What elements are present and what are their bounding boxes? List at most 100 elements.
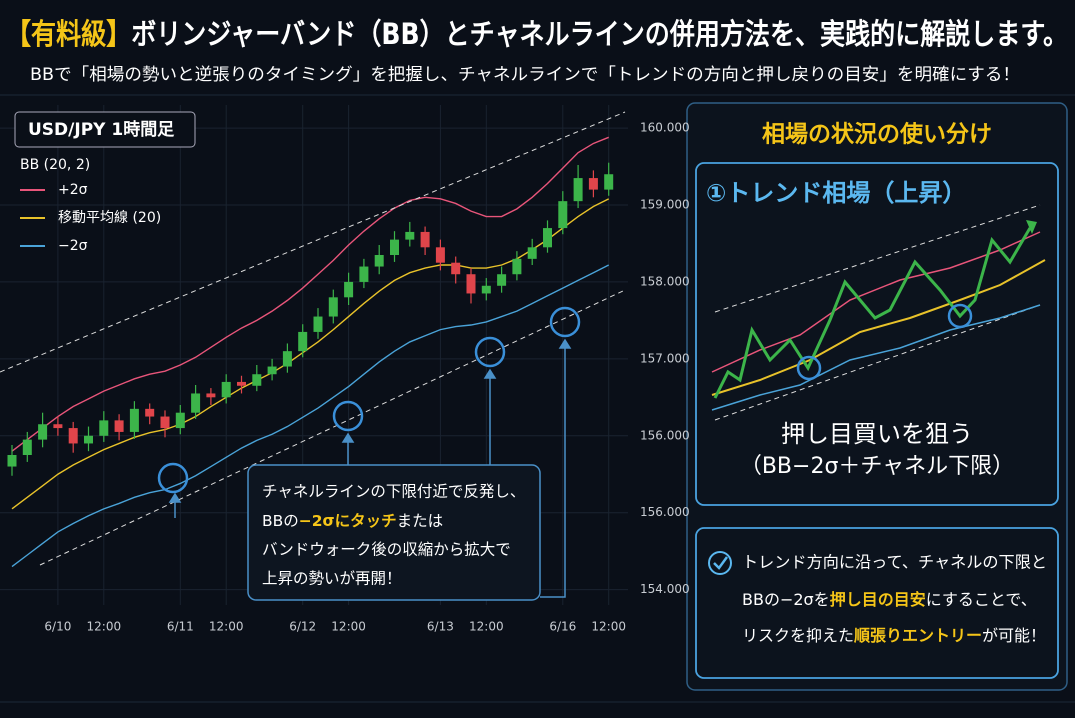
summary-line: リスクを抑えた順張りエントリーが可能！ (742, 626, 1046, 645)
summary-highlight: 押し目の目安 (830, 590, 926, 609)
candle-body (451, 262, 461, 275)
mini-channel (714, 204, 1041, 313)
candle-body (558, 201, 568, 229)
candle-body (344, 281, 354, 298)
candle-body (466, 274, 476, 294)
x-tick-label: 12:00 (209, 620, 244, 634)
x-tick-label: 6/11 (167, 620, 194, 634)
candle-body (527, 247, 537, 259)
arrow (540, 346, 566, 598)
y-tick-label: 158.000 (640, 274, 690, 288)
chart-title: USD/JPY 1時間足 (28, 119, 174, 140)
candle-body (175, 412, 185, 429)
legend-label: +2σ (58, 182, 88, 198)
candle-body (588, 178, 598, 190)
candle-body (38, 424, 48, 440)
check-mark (713, 556, 729, 570)
candle-body (237, 381, 246, 386)
candle-body (84, 435, 93, 444)
candle-body (160, 416, 170, 429)
case-text: 押し目買いを狙う (781, 420, 973, 448)
candle-body (298, 331, 308, 352)
candle-body (7, 455, 17, 467)
mini-channel (714, 304, 1041, 421)
callout-line: チャネルラインの下限付近で反発し、 (262, 483, 525, 501)
callout-line: BBの−2σにタッチまたは (262, 512, 443, 530)
summary-text: リスクを抑えた (742, 626, 854, 645)
candle-body (390, 239, 399, 255)
candle-body (512, 258, 522, 275)
callout-highlight: −2σにタッチ (299, 512, 397, 530)
case-note: （BB−2σ＋チャネル下限） (740, 454, 1014, 479)
callout-text: または (397, 512, 444, 530)
header-title: 【有料級】ボリンジャーバンド（BB）とチャネルラインの併用方法を、実践的に解説し… (6, 17, 1068, 51)
candle-body (405, 231, 415, 240)
summary-text: にすることで、 (926, 590, 1037, 609)
header-subtitle: BBで「相場の勢いと逆張りのタイミング」を把握し、チャネルラインで「トレンドの方… (30, 65, 1020, 85)
legend-title: BB (20, 2) (20, 157, 90, 173)
header-title-text: ボリンジャーバンド（BB）とチャネルラインの併用方法を、実践的に解説します。 (131, 17, 1068, 51)
band-line (11, 198, 610, 510)
x-tick-label: 6/10 (44, 620, 71, 634)
case-title: ①トレンド相場（上昇） (706, 179, 966, 207)
side-panel (686, 102, 1068, 691)
candle-body (497, 274, 507, 286)
candle-body (114, 420, 124, 432)
candle-body (374, 255, 384, 267)
summary-text: が可能！ (982, 626, 1046, 645)
legend-label: 移動平均線 (20) (58, 210, 161, 226)
arrow-head (483, 368, 497, 379)
touch-circle (549, 306, 581, 338)
arrow-head (341, 432, 355, 443)
summary-line: トレンド方向に沿って、チャネルの下限と (742, 553, 1047, 572)
summary-line: BBの−2σを押し目の目安にすることで、 (742, 590, 1037, 609)
check-icon (708, 551, 732, 575)
mini-price (713, 227, 1032, 399)
candle-body (68, 428, 78, 444)
side-heading: 相場の状況の使い分け (762, 121, 992, 148)
y-tick-label: 156.000 (640, 428, 690, 442)
mini-middle (711, 259, 1046, 396)
candle-body (313, 316, 323, 332)
arrow-head (168, 492, 182, 503)
candle-body (129, 408, 139, 432)
candle-body (573, 178, 583, 202)
x-tick-label: 12:00 (331, 620, 366, 634)
mini-arrow (1026, 220, 1037, 234)
symbol-box (14, 111, 196, 148)
x-tick-label: 12:00 (469, 620, 504, 634)
candle-body (267, 366, 277, 375)
summary-highlight: 順張りエントリー (853, 626, 982, 645)
x-tick-label: 6/16 (549, 620, 576, 634)
arrows (168, 338, 572, 598)
band-line (11, 136, 609, 452)
callout-line: 上昇の勢いが再開！ (262, 570, 402, 588)
candle-body (420, 231, 430, 248)
mini-chart (711, 204, 1046, 421)
x-tick-label: 6/13 (427, 620, 454, 634)
candle-body (282, 351, 292, 367)
touch-circle (332, 400, 364, 432)
candle-body (99, 420, 109, 436)
arrow-head (558, 338, 572, 349)
callout-line: バンドウォーク後の収縮から拡大で (262, 541, 511, 559)
candle-body (22, 439, 32, 455)
channel-upper (0, 111, 626, 373)
callout-box (247, 464, 541, 601)
touch-circle (474, 336, 506, 368)
touch-circles (157, 306, 581, 494)
legend-label: −2σ (58, 238, 88, 254)
candle-body (543, 228, 552, 248)
summary-box (695, 527, 1059, 679)
candle-body (604, 174, 614, 190)
candle-body (206, 393, 216, 398)
x-tick-label: 12:00 (591, 620, 626, 634)
candle-body (53, 424, 63, 429)
band-line (11, 264, 610, 568)
candle-body (481, 285, 491, 294)
candle-body (191, 393, 201, 413)
y-tick-label: 160.000 (640, 121, 690, 135)
mini-lower (711, 304, 1041, 411)
candle-body (435, 247, 445, 263)
